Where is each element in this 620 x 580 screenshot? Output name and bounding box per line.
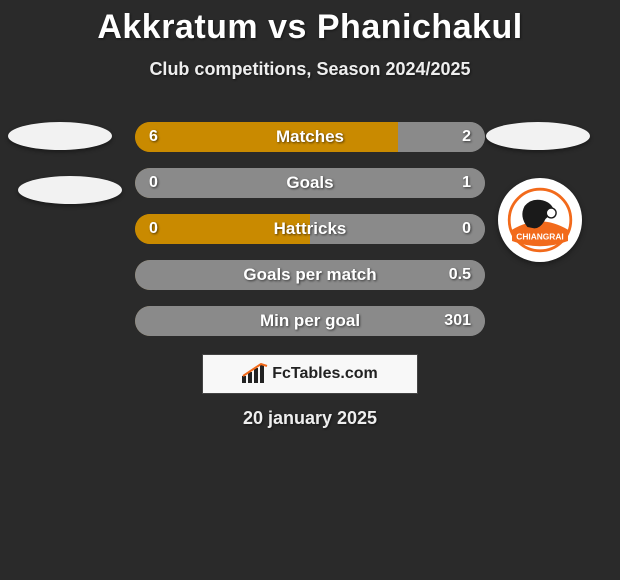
stat-row-matches: Matches62 (135, 122, 485, 152)
stat-bar-right (398, 122, 486, 152)
decorative-ellipse-2 (486, 122, 590, 150)
stat-row-goals: Goals01 (135, 168, 485, 198)
page-title: Akkratum vs Phanichakul (0, 0, 620, 47)
stat-row-hattricks: Hattricks00 (135, 214, 485, 244)
team-crest-right: CHIANGRAI (498, 178, 582, 262)
stat-bar-left (135, 122, 398, 152)
stat-row-min-per-goal: Min per goal301 (135, 306, 485, 336)
decorative-ellipse-0 (8, 122, 112, 150)
date: 20 january 2025 (0, 408, 620, 429)
stats-comparison: Matches62 Goals01 Hattricks00 Goals per mat… (135, 122, 485, 336)
stat-bar-left (135, 214, 310, 244)
crest-icon: CHIANGRAI (505, 185, 575, 255)
chart-bars-icon (242, 363, 268, 385)
stat-bar-right (310, 214, 485, 244)
svg-text:CHIANGRAI: CHIANGRAI (516, 232, 563, 242)
decorative-ellipse-1 (18, 176, 122, 204)
stat-bar-right (135, 306, 485, 336)
stat-bar-right (135, 168, 485, 198)
stat-row-goals-per-match: Goals per match0.5 (135, 260, 485, 290)
watermark: FcTables.com (202, 354, 418, 394)
watermark-text: FcTables.com (272, 365, 378, 383)
subtitle: Club competitions, Season 2024/2025 (0, 59, 620, 80)
stat-bar-right (135, 260, 485, 290)
